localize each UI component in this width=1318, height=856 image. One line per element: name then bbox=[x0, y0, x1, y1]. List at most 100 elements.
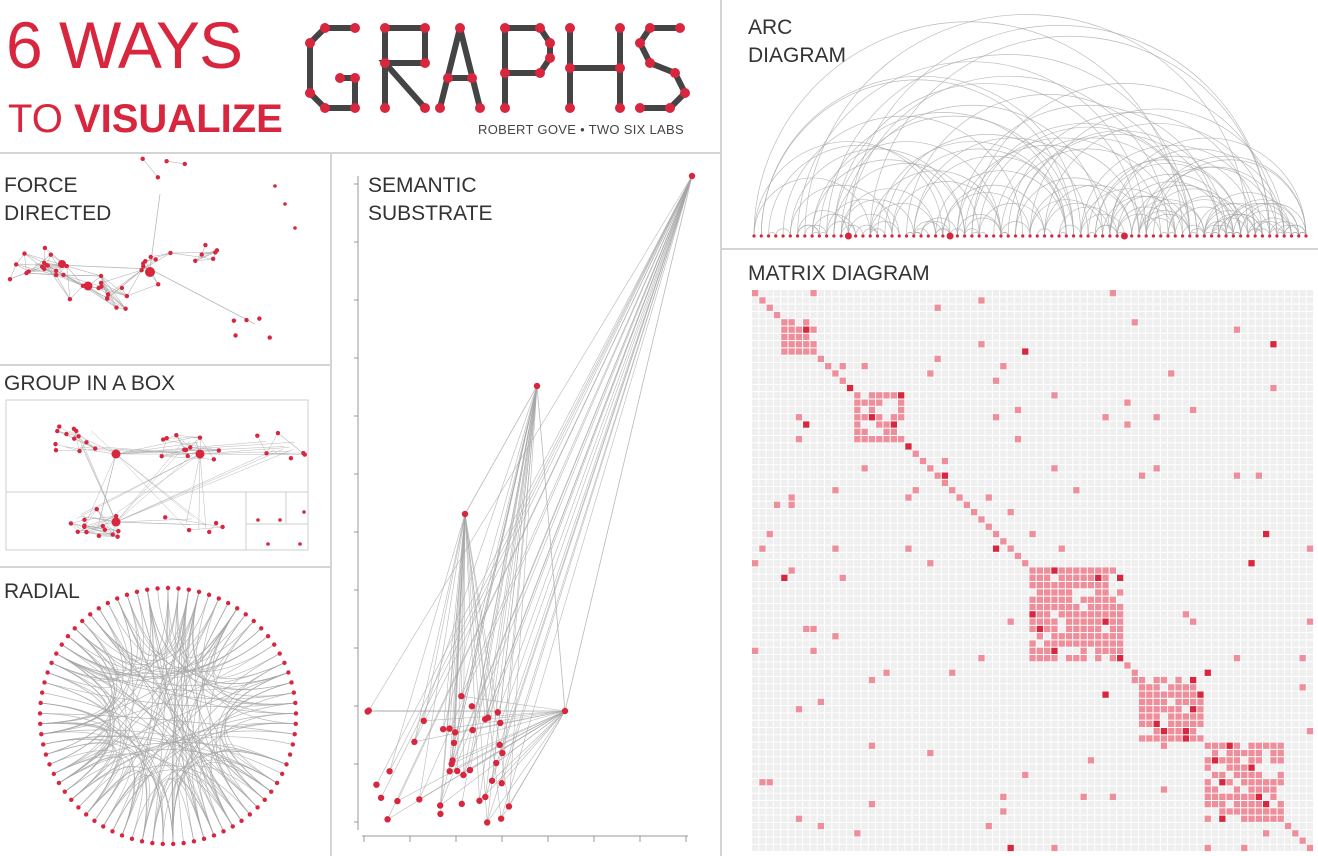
matrix-cell bbox=[759, 596, 766, 603]
matrix-cell bbox=[1233, 370, 1241, 377]
matrix-cell bbox=[1255, 487, 1262, 494]
matrix-cell bbox=[963, 611, 970, 618]
matrix-cell bbox=[1168, 406, 1175, 414]
matrix-cell bbox=[1197, 457, 1204, 465]
arc-node bbox=[919, 234, 923, 238]
matrix-cell bbox=[766, 304, 773, 311]
matrix-cell bbox=[1292, 552, 1299, 560]
matrix-cell bbox=[985, 640, 992, 647]
semantic-edge bbox=[501, 385, 538, 784]
matrix-cell bbox=[1131, 523, 1138, 530]
matrix-cell bbox=[854, 333, 861, 341]
matrix-cell bbox=[854, 625, 861, 633]
matrix-cell bbox=[1306, 567, 1314, 574]
matrix-cell bbox=[971, 363, 978, 370]
matrix-cell bbox=[817, 603, 824, 611]
matrix-cell bbox=[1160, 560, 1168, 567]
matrix-cell bbox=[883, 633, 890, 640]
matrix-cell bbox=[1138, 319, 1146, 326]
matrix-cell bbox=[1197, 399, 1204, 406]
arc-node bbox=[875, 234, 880, 238]
matrix-cell bbox=[1190, 377, 1197, 384]
matrix-cell bbox=[1168, 479, 1175, 487]
matrix-cell bbox=[1241, 319, 1248, 326]
matrix-cell bbox=[912, 574, 919, 581]
matrix-cell bbox=[1190, 348, 1197, 355]
matrix-cell bbox=[971, 333, 978, 341]
matrix-cell bbox=[759, 465, 766, 472]
matrix-cell bbox=[1117, 414, 1124, 421]
matrix-cell bbox=[1197, 428, 1204, 435]
matrix-cell bbox=[839, 494, 846, 501]
matrix-cell bbox=[1117, 406, 1124, 414]
matrix-cell bbox=[1277, 406, 1284, 414]
matrix-cell bbox=[912, 406, 919, 414]
matrix-cell bbox=[941, 596, 949, 603]
matrix-cell bbox=[1277, 567, 1284, 574]
matrix-cell bbox=[1138, 494, 1146, 501]
matrix-cell bbox=[868, 333, 876, 341]
matrix-cell bbox=[978, 538, 985, 545]
matrix-cell bbox=[1007, 406, 1014, 414]
matrix-cell bbox=[1160, 625, 1168, 633]
matrix-cell bbox=[1211, 465, 1219, 472]
group-edge bbox=[86, 529, 105, 533]
matrix-cell bbox=[1124, 574, 1131, 581]
matrix-cell bbox=[978, 509, 985, 516]
matrix-cell bbox=[927, 574, 934, 581]
matrix-cell bbox=[905, 552, 912, 560]
matrix-cell bbox=[890, 319, 897, 326]
matrix-cell bbox=[1109, 523, 1116, 530]
matrix-cell bbox=[956, 611, 963, 618]
matrix-cell bbox=[1073, 370, 1080, 377]
group-edge bbox=[199, 447, 290, 455]
matrix-cell bbox=[898, 333, 905, 341]
matrix-cell bbox=[825, 348, 832, 355]
arc-edge bbox=[1095, 163, 1241, 237]
matrix-cell bbox=[846, 348, 854, 355]
semantic-node bbox=[488, 777, 496, 784]
arc-edge bbox=[1080, 213, 1125, 237]
matrix-cell bbox=[810, 560, 817, 567]
matrix-cell bbox=[1036, 552, 1043, 560]
matrix-cell bbox=[868, 406, 876, 414]
matrix-cell bbox=[1270, 560, 1277, 567]
matrix-cell bbox=[1175, 399, 1182, 406]
matrix-cell bbox=[1263, 406, 1270, 414]
force-node bbox=[273, 184, 277, 188]
arc-edge bbox=[775, 228, 791, 237]
matrix-cell bbox=[781, 487, 788, 494]
matrix-cell bbox=[1080, 625, 1087, 633]
matrix-cell bbox=[898, 472, 905, 479]
matrix-cell bbox=[978, 457, 985, 465]
matrix-cell bbox=[1248, 399, 1255, 406]
matrix-cell bbox=[1073, 355, 1080, 362]
force-edge bbox=[9, 264, 17, 280]
matrix-cell bbox=[1022, 625, 1029, 633]
matrix-cell bbox=[1000, 567, 1007, 574]
radial-node bbox=[221, 829, 226, 834]
force-node bbox=[182, 161, 188, 167]
matrix-cell bbox=[752, 545, 759, 552]
matrix-cell bbox=[1051, 633, 1058, 640]
matrix-cell bbox=[963, 414, 970, 421]
matrix-cell bbox=[1284, 640, 1292, 647]
matrix-cell bbox=[1044, 611, 1051, 618]
matrix-cell bbox=[1087, 341, 1095, 348]
matrix-cell bbox=[963, 333, 970, 341]
group-edge bbox=[102, 525, 119, 532]
arc-edge bbox=[1000, 221, 1031, 237]
matrix-cell bbox=[898, 516, 905, 523]
force-edge bbox=[63, 274, 84, 287]
matrix-cell bbox=[1138, 465, 1146, 472]
matrix-cell bbox=[890, 304, 897, 311]
force-node bbox=[39, 264, 45, 269]
matrix-cell bbox=[919, 399, 927, 406]
matrix-cell bbox=[773, 348, 781, 355]
matrix-cell bbox=[1190, 290, 1197, 297]
matrix-cell bbox=[1000, 487, 1007, 494]
matrix-cell bbox=[832, 596, 839, 603]
matrix-cell bbox=[876, 560, 883, 567]
matrix-cell bbox=[854, 618, 861, 625]
matrix-cell bbox=[1160, 552, 1168, 560]
